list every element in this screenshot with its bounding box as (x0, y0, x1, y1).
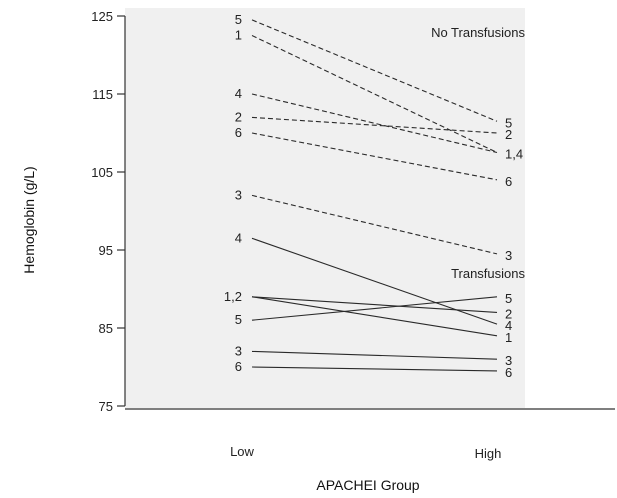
y-tick-label: 85 (99, 321, 113, 336)
low-point-label: 6 (235, 125, 242, 140)
low-point-label: 3 (235, 187, 242, 202)
high-point-label: 3 (505, 248, 512, 263)
low-point-label: 4 (235, 230, 242, 245)
group-label-no-transfusions: No Transfusions (431, 25, 525, 40)
low-point-label: 5 (235, 312, 242, 327)
series-line (251, 35, 498, 153)
high-point-label: 1,4 (505, 147, 523, 162)
y-axis: 125 115 105 95 85 75 (91, 9, 126, 414)
series-line (251, 350, 498, 360)
series-layer (251, 19, 498, 372)
y-axis-title: Hemoglobin (g/L) (21, 166, 37, 273)
low-point-label: 6 (235, 359, 242, 374)
group-label-transfusions: Transfusions (451, 266, 525, 281)
y-tick-label: 105 (91, 165, 113, 180)
y-tick-label: 115 (92, 87, 113, 102)
series-line (251, 116, 498, 134)
series-line (251, 93, 498, 154)
series-line (251, 132, 498, 181)
high-point-label: 1 (505, 330, 512, 345)
x-tick-low: Low (230, 444, 254, 459)
y-tick-label: 75 (99, 399, 113, 414)
plot-background (125, 8, 525, 408)
high-point-label: 2 (505, 127, 512, 142)
high-point-label: 2 (505, 306, 512, 321)
low-point-label: 2 (235, 109, 242, 124)
y-tick-label: 125 (91, 9, 113, 24)
series-line (251, 366, 498, 372)
series-line (251, 296, 498, 313)
y-tick-label: 95 (99, 243, 113, 258)
low-point-label: 5 (235, 12, 242, 27)
series-line (251, 296, 498, 321)
high-point-label: 6 (505, 174, 512, 189)
low-point-label: 1 (235, 28, 242, 43)
series-line (251, 296, 498, 337)
low-point-label: 1,2 (224, 289, 242, 304)
high-point-label: 5 (505, 291, 512, 306)
low-point-label: 4 (235, 86, 242, 101)
x-axis-title: APACHEI Group (316, 477, 419, 493)
high-point-label: 5 (505, 115, 512, 130)
series-line (251, 194, 498, 255)
low-point-label: 3 (235, 343, 242, 358)
high-point-label: 6 (505, 365, 512, 380)
x-tick-high: High (475, 446, 502, 461)
high-point-label: 4 (505, 318, 512, 333)
series-line (251, 19, 498, 122)
high-point-label: 3 (505, 353, 512, 368)
